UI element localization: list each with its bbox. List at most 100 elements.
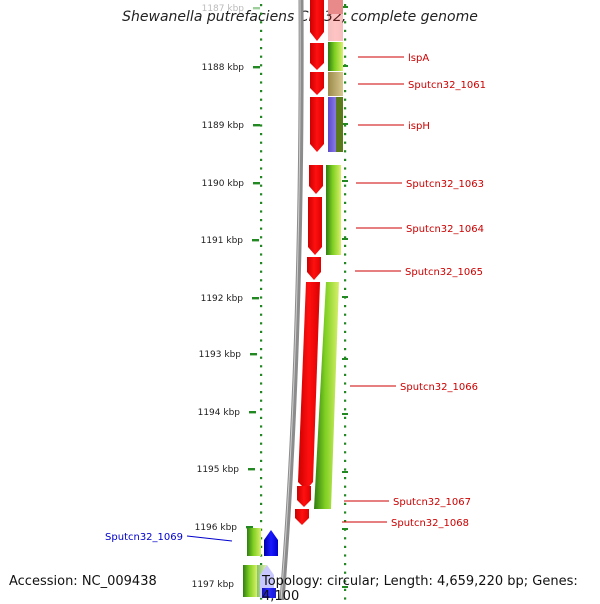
track-dot <box>260 356 263 359</box>
track-dot <box>260 150 263 153</box>
ruler-tick <box>246 526 253 529</box>
cog-block <box>328 14 343 41</box>
track-dot <box>260 262 263 265</box>
cog-block <box>328 0 343 14</box>
ruler-tick <box>253 124 260 127</box>
track-dot <box>260 279 263 282</box>
gene-label[interactable]: lspA <box>408 53 429 64</box>
gene-label[interactable]: Sputcn32_1064 <box>406 224 484 235</box>
cog-block <box>247 528 261 556</box>
track-dot <box>260 520 263 523</box>
track-dot <box>260 459 263 462</box>
track-dot <box>260 597 263 600</box>
track-dot <box>260 72 263 75</box>
track-dot <box>260 416 263 419</box>
cog-block <box>326 165 341 255</box>
track-dot <box>260 511 263 514</box>
track-dot <box>344 485 347 488</box>
track-dot <box>260 193 263 196</box>
track-major-tick <box>342 296 348 298</box>
gene-label[interactable]: Sputcn32_1068 <box>391 518 469 529</box>
gene-label[interactable]: Sputcn32_1063 <box>406 179 484 190</box>
track-dot <box>344 176 347 179</box>
ruler-label: 1194 kbp <box>198 408 241 418</box>
track-dot <box>260 365 263 368</box>
track-dot <box>260 81 263 84</box>
track-dot <box>260 133 263 136</box>
track-dot <box>344 4 347 7</box>
track-dot <box>344 90 347 93</box>
gene-label[interactable]: Sputcn32_1065 <box>405 267 483 278</box>
outer-tick-track-right <box>342 4 348 600</box>
track-dot <box>260 21 263 24</box>
gene-arrow[interactable] <box>307 257 321 280</box>
gene-arrow[interactable] <box>297 486 311 507</box>
track-dot <box>344 520 347 523</box>
track-dot <box>260 477 263 480</box>
ruler-label: 1193 kbp <box>199 350 242 360</box>
gene-label[interactable]: Sputcn32_1066 <box>400 382 478 393</box>
track-dot <box>260 47 263 50</box>
track-dot <box>260 141 263 144</box>
track-dot <box>260 55 263 58</box>
track-dot <box>260 485 263 488</box>
track-dot <box>344 236 347 239</box>
gene-arrow[interactable] <box>308 197 322 255</box>
gene-arrow[interactable] <box>264 530 278 556</box>
gene-arrow[interactable] <box>262 588 276 598</box>
track-dot <box>344 244 347 247</box>
track-dot <box>344 107 347 110</box>
track-dot <box>260 38 263 41</box>
gene-label[interactable]: Sputcn32_1067 <box>393 497 471 508</box>
label-leader-line <box>186 535 233 542</box>
track-dot <box>260 348 263 351</box>
track-dot <box>344 365 347 368</box>
track-dot <box>344 408 347 411</box>
track-dot <box>344 47 347 50</box>
cog-block <box>328 72 343 96</box>
gene-label[interactable]: ispH <box>408 121 430 132</box>
track-major-tick <box>342 586 348 588</box>
reverse-strand-genes <box>260 530 278 598</box>
track-dot <box>260 158 263 161</box>
gene-arrow[interactable] <box>309 165 323 194</box>
track-dot <box>344 416 347 419</box>
track-dot <box>344 141 347 144</box>
track-dot <box>344 502 347 505</box>
track-dot <box>344 537 347 540</box>
gene-arrow[interactable] <box>310 43 324 70</box>
track-dot <box>344 55 347 58</box>
track-major-tick <box>342 180 348 182</box>
gene-arrow[interactable] <box>298 282 320 490</box>
track-dot <box>344 494 347 497</box>
track-dot <box>260 322 263 325</box>
track-dot <box>344 167 347 170</box>
gene-arrow[interactable] <box>310 72 324 95</box>
track-dot <box>344 201 347 204</box>
track-dot <box>260 391 263 394</box>
gene-label[interactable]: Sputcn32_1069 <box>105 532 183 543</box>
gene-arrow[interactable] <box>295 509 309 525</box>
track-dot <box>344 588 347 591</box>
track-dot <box>344 124 347 127</box>
track-major-tick <box>342 123 348 125</box>
track-dot <box>260 4 263 7</box>
track-dot <box>260 64 263 67</box>
track-dot <box>260 124 263 127</box>
gene-arrow[interactable] <box>310 0 324 41</box>
track-major-tick <box>342 471 348 473</box>
track-dot <box>344 262 347 265</box>
track-dot <box>344 339 347 342</box>
track-dot <box>344 348 347 351</box>
gene-arrow[interactable] <box>310 97 324 152</box>
track-dot <box>344 442 347 445</box>
track-dot <box>260 451 263 454</box>
track-dot <box>260 270 263 273</box>
track-major-tick <box>342 6 348 8</box>
track-dot <box>260 434 263 437</box>
track-dot <box>260 373 263 376</box>
gene-label[interactable]: Sputcn32_1061 <box>408 80 486 91</box>
track-dot <box>344 571 347 574</box>
ruler-label: 1197 kbp <box>192 580 235 590</box>
